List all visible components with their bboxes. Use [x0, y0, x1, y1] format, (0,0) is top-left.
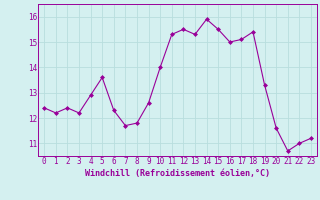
X-axis label: Windchill (Refroidissement éolien,°C): Windchill (Refroidissement éolien,°C) [85, 169, 270, 178]
